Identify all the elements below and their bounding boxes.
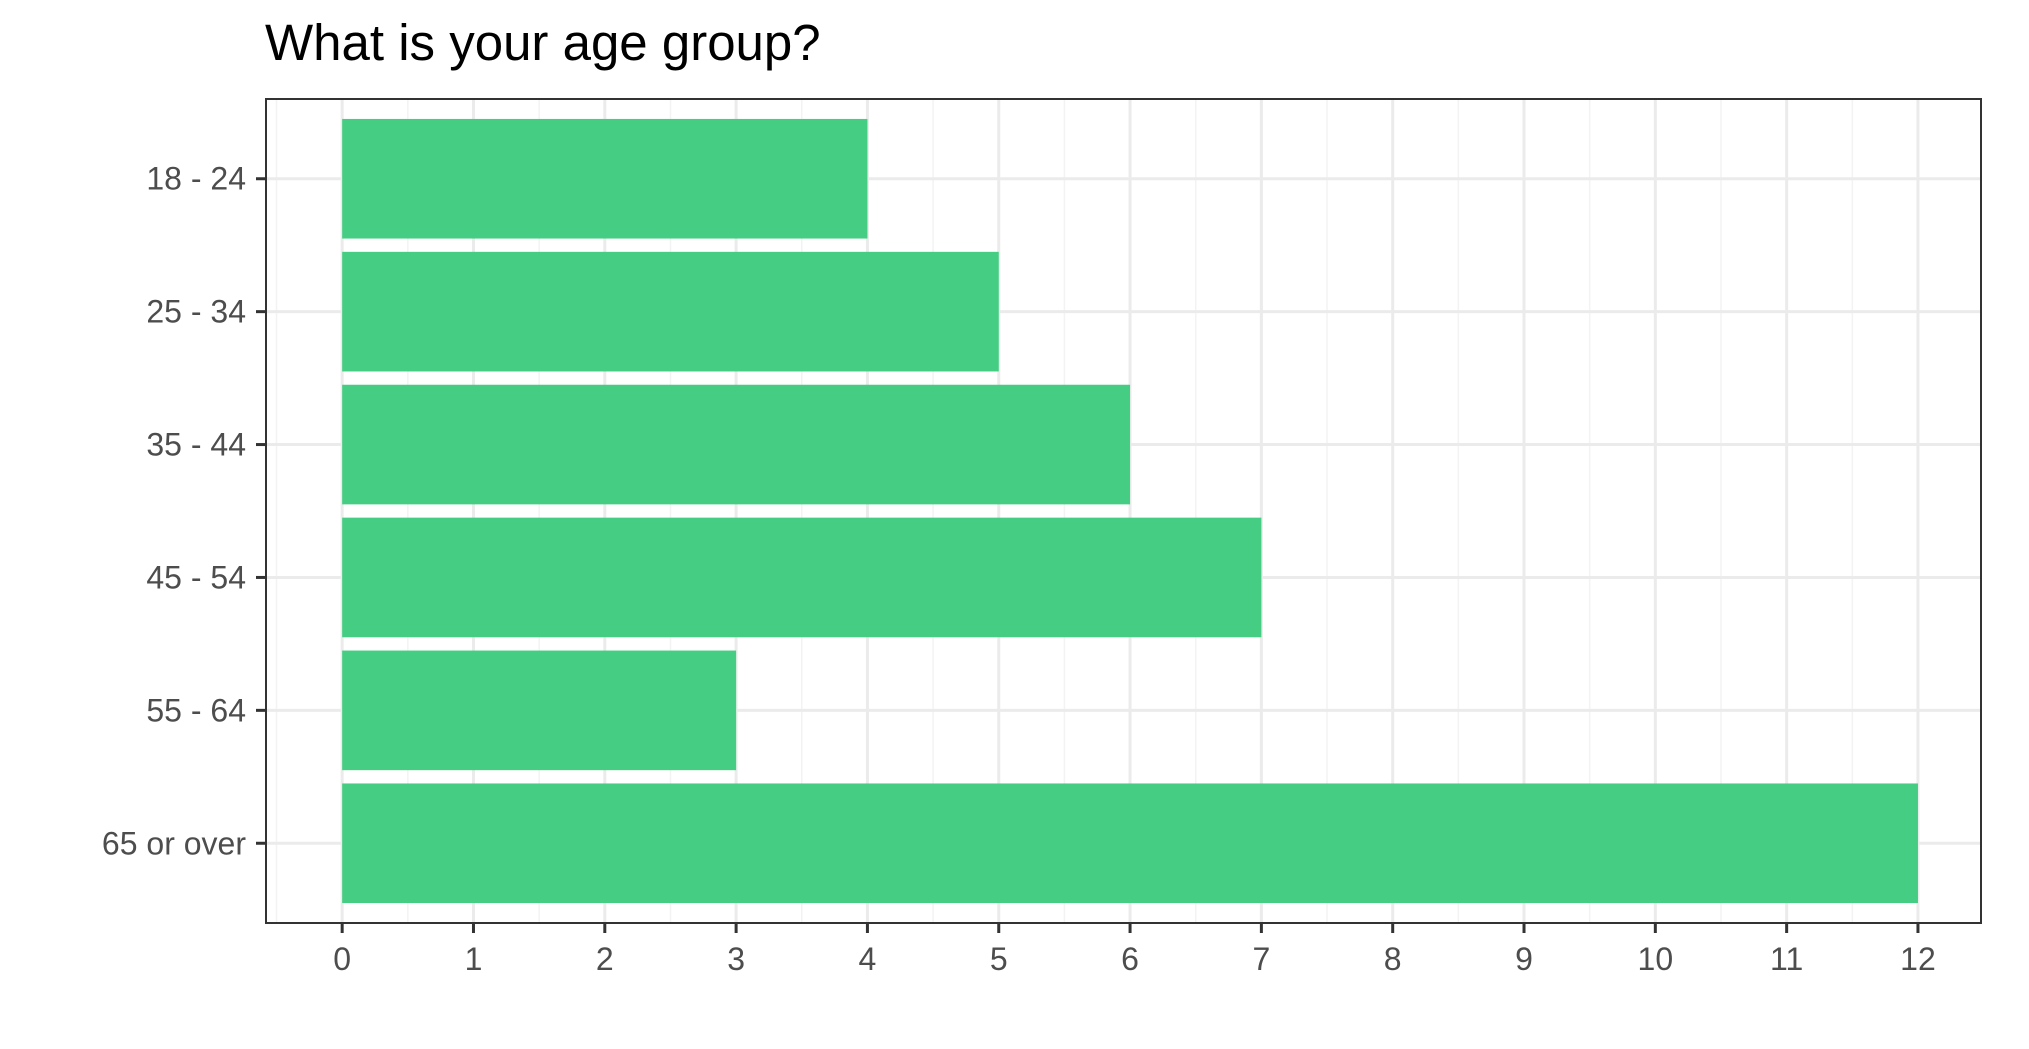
y-tick-label: 25 - 34 — [146, 294, 246, 330]
x-tick-label: 7 — [1252, 941, 1270, 977]
y-tick-label: 55 - 64 — [146, 692, 246, 728]
bar-35-44 — [342, 384, 1131, 505]
x-tick-label: 11 — [1770, 941, 1803, 977]
y-tick-label: 18 - 24 — [146, 161, 246, 197]
bar-55-64 — [342, 650, 737, 771]
bar-65-or-over — [342, 783, 1918, 904]
y-tick-label: 35 - 44 — [146, 427, 246, 463]
x-tick-label: 9 — [1515, 941, 1533, 977]
x-tick-label: 1 — [465, 941, 483, 977]
x-tick-label: 2 — [596, 941, 614, 977]
panel-border — [265, 98, 1982, 924]
x-tick-label: 3 — [727, 941, 745, 977]
x-axis: 0 1 2 3 4 5 6 7 8 9 10 11 12 — [333, 923, 1936, 977]
x-tick-label: 0 — [333, 941, 351, 977]
x-tick-label: 6 — [1121, 941, 1139, 977]
y-axis: 18 - 24 25 - 34 35 - 44 45 - 54 55 - 64 65 or… — [102, 161, 266, 861]
chart-title: What is your age group? — [265, 14, 821, 71]
bar-25-34 — [342, 251, 999, 372]
x-tick-label: 5 — [990, 941, 1008, 977]
x-tick-label: 4 — [859, 941, 877, 977]
x-tick-label: 12 — [1900, 941, 1936, 977]
bar-45-54 — [342, 517, 1262, 638]
y-tick-label: 45 - 54 — [146, 559, 246, 595]
y-tick-label: 65 or over — [102, 825, 246, 861]
x-tick-label: 8 — [1384, 941, 1402, 977]
bars — [342, 118, 1918, 904]
x-tick-label: 10 — [1638, 941, 1674, 977]
bar-18-24 — [342, 118, 868, 239]
